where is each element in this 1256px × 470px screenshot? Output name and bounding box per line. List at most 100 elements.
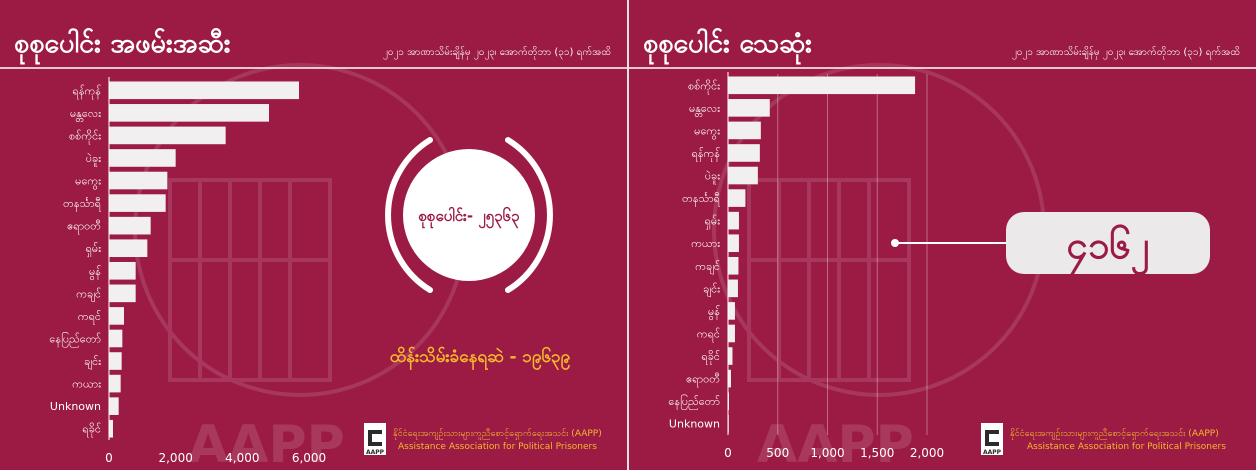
- total-left-bracket: [385, 137, 433, 293]
- bar-10: [728, 302, 735, 320]
- total-right-bracket: [505, 137, 553, 293]
- category-label: ကယား: [691, 237, 720, 250]
- watermark-aapp-text: AAPP: [757, 415, 914, 470]
- x-tick-label: 2,000: [158, 451, 192, 465]
- bar-5: [728, 189, 746, 207]
- total-arrests-label: စုစုပေါင်း- ၂၅၃၆၃: [419, 206, 520, 229]
- category-label: စစ်ကိုင်း: [688, 79, 720, 94]
- bar-11: [728, 324, 735, 343]
- org-name-english: Assistance Association for Political Pri…: [398, 442, 597, 452]
- category-label: Unknown: [669, 418, 720, 431]
- logo-text: AAPP: [983, 449, 1002, 456]
- category-label: မကွေး: [694, 124, 720, 139]
- arrests-svg: AAPP စုစုပေါင်း အဖမ်းအဆီး ၂၀၂၁ အာဏာသိမ်း…: [0, 28, 627, 470]
- x-tick-label: 1,500: [860, 446, 894, 460]
- deaths-svg: AAPP စုစုပေါင်း သေဆုံး ၂၀၂၁ အာဏာသိမ်းချိ…: [629, 28, 1256, 470]
- category-label: စစ်ကိုင်း: [69, 129, 101, 144]
- x-tick-label: 4,000: [225, 451, 259, 465]
- category-label: တနင်္သာရီ: [63, 197, 102, 212]
- x-tick-label: 1,000: [810, 446, 844, 460]
- category-label: ရန်ကုန်: [73, 84, 101, 99]
- page-title: စုစုပေါင်း သေဆုံး: [643, 28, 812, 65]
- bar-13: [728, 369, 731, 388]
- category-label: ရခိုင်: [82, 423, 101, 438]
- bar-9: [109, 284, 136, 303]
- bar-2: [109, 126, 226, 145]
- category-label: ချင်း: [84, 355, 101, 370]
- bar-15: [109, 419, 113, 438]
- category-label: မန္တလေး: [689, 102, 720, 117]
- bar-7: [109, 239, 148, 258]
- category-label: ဧရာဝတီ: [686, 373, 720, 388]
- category-label: ကရင်: [697, 327, 720, 342]
- category-label: Unknown: [50, 400, 101, 413]
- deaths-bar-chart: စစ်ကိုင်းမန္တလေးမကွေးရန်ကုန်ပဲခူးတနင်္သာ…: [668, 72, 944, 460]
- category-label: ရှမ်း: [705, 215, 721, 230]
- category-label: ကယား: [72, 378, 101, 391]
- bar-5: [109, 194, 166, 212]
- category-label: မကွေး: [75, 175, 101, 190]
- org-name-english: Assistance Association for Political Pri…: [1027, 442, 1226, 452]
- category-label: ရှမ်း: [86, 242, 102, 257]
- bar-14: [109, 397, 119, 415]
- bar-0: [728, 76, 916, 95]
- x-tick-label: 2,000: [910, 446, 944, 460]
- deaths-panel: AAPP စုစုပေါင်း သေဆုံး ၂၀၂၁ အာဏာသိမ်းချိ…: [629, 0, 1256, 470]
- category-label: ကချင်: [76, 287, 101, 302]
- bar-4: [728, 166, 758, 185]
- x-tick-label: 6,000: [292, 451, 326, 465]
- bar-8: [109, 261, 136, 280]
- category-label: တနင်္သာရီ: [682, 192, 721, 207]
- logo-text: AAPP: [366, 449, 385, 456]
- bar-1: [728, 99, 770, 117]
- category-label: နေပြည်တော်: [49, 331, 101, 347]
- category-label: ကရင်: [78, 310, 101, 325]
- category-label: ရန်ကုန်: [692, 147, 720, 162]
- bar-10: [109, 307, 124, 325]
- category-label: ချင်း: [703, 282, 720, 297]
- aapp-logo: AAPP: [981, 423, 1003, 456]
- category-label: မွန်: [708, 305, 720, 320]
- still-detained-label: ထိန်းသိမ်းခံနေရဆဲ - ၁၉၆၃၉: [390, 345, 571, 371]
- category-label: နေပြည်တော်: [668, 394, 720, 410]
- bar-12: [728, 347, 733, 365]
- panel-divider: [627, 0, 629, 470]
- arrests-panel: AAPP စုစုပေါင်း အဖမ်းအဆီး ၂၀၂၁ အာဏာသိမ်း…: [0, 0, 627, 470]
- total-badge: [403, 149, 535, 281]
- bar-6: [728, 211, 739, 230]
- aapp-logo: AAPP: [364, 423, 386, 456]
- date-range-subtitle: ၂၀၂၁ အာဏာသိမ်းချိန်မှ ၂၀၂၃၊ အောက်တိုဘာ (…: [1012, 45, 1240, 60]
- bar-12: [109, 352, 122, 370]
- date-range-subtitle: ၂၀၂၁ အာဏာသိမ်းချိန်မှ ၂၀၂၃၊ အောက်တိုဘာ (…: [383, 45, 611, 60]
- category-label: ပဲခူး: [705, 170, 720, 185]
- page-title: စုစုပေါင်း အဖမ်းအဆီး: [14, 28, 231, 65]
- org-name-burmese: နိုင်ငံရေးအကျဉ်းသားများကူညီစောင့်ရှောက်ရ…: [393, 428, 602, 440]
- x-tick-label: 0: [105, 451, 113, 465]
- bar-2: [728, 121, 761, 140]
- category-label: ကချင်: [695, 260, 720, 275]
- bar-1: [109, 104, 269, 122]
- category-label: ဧရာဝတီ: [67, 220, 101, 235]
- org-name-burmese: နိုင်ငံရေးအကျဉ်းသားများကူညီစောင့်ရှောက်ရ…: [1010, 428, 1219, 440]
- category-label: မွန်: [89, 265, 101, 280]
- bar-3: [109, 149, 176, 167]
- arrests-bar-chart: ရန်ကုန်မန္တလေးစစ်ကိုင်းပဲခူးမကွေးတနင်္သာ…: [49, 77, 326, 465]
- x-tick-label: 500: [766, 446, 789, 460]
- bar-6: [109, 216, 151, 235]
- total-deaths-badge: [1006, 212, 1210, 274]
- bar-0: [109, 81, 299, 100]
- bar-3: [728, 144, 760, 162]
- category-label: ပဲခူး: [86, 152, 101, 167]
- bar-7: [728, 234, 739, 253]
- bar-11: [109, 329, 123, 348]
- bar-4: [109, 171, 168, 190]
- bar-9: [728, 279, 738, 298]
- x-tick-label: 0: [724, 446, 732, 460]
- bar-8: [728, 256, 739, 275]
- watermark-emblem: [712, 63, 1046, 397]
- callout-dot: [891, 239, 899, 247]
- category-label: ရခိုင်: [701, 350, 720, 365]
- category-label: မန္တလေး: [70, 107, 101, 122]
- watermark-aapp-text: AAPP: [188, 415, 345, 470]
- bar-13: [109, 374, 121, 393]
